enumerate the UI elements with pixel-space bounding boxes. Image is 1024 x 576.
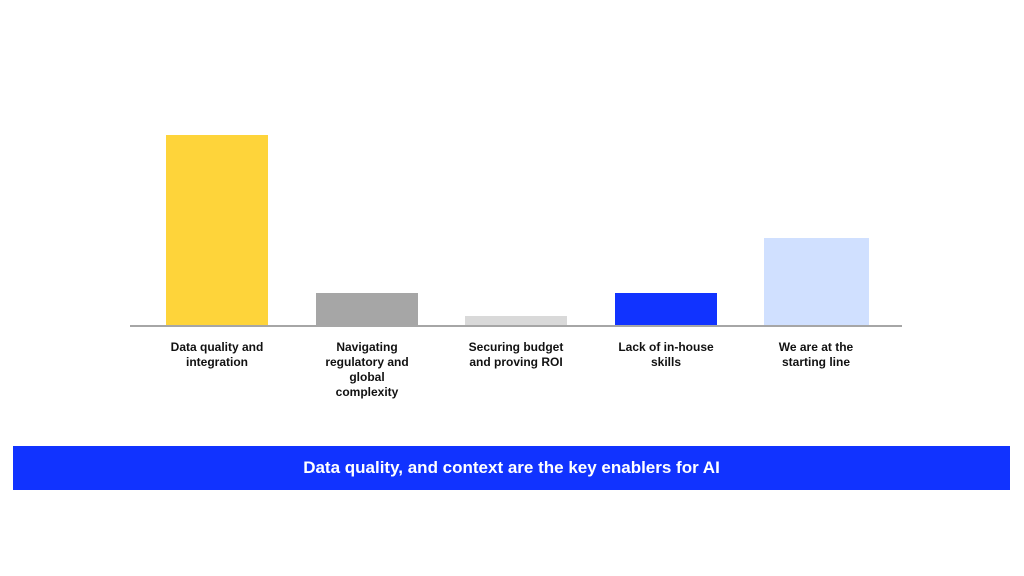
bar-data-quality bbox=[166, 135, 268, 326]
banner-text: Data quality, and context are the key en… bbox=[303, 458, 720, 477]
x-axis-line bbox=[130, 325, 902, 327]
key-message-banner: Data quality, and context are the key en… bbox=[13, 446, 1010, 490]
bar-budget-roi bbox=[465, 316, 567, 326]
category-label-budget: Securing budget and proving ROI bbox=[468, 340, 564, 369]
category-label-data-quality: Data quality and integration bbox=[170, 340, 264, 369]
category-label-regulatory: Navigating regulatory and global complex… bbox=[325, 340, 409, 399]
category-label-starting-line: We are at the starting line bbox=[778, 340, 854, 369]
category-label-skills: Lack of in-house skills bbox=[618, 340, 714, 369]
bar-starting-line bbox=[764, 238, 869, 326]
bar-regulatory-complexity bbox=[316, 293, 418, 326]
bar-in-house-skills bbox=[615, 293, 717, 326]
